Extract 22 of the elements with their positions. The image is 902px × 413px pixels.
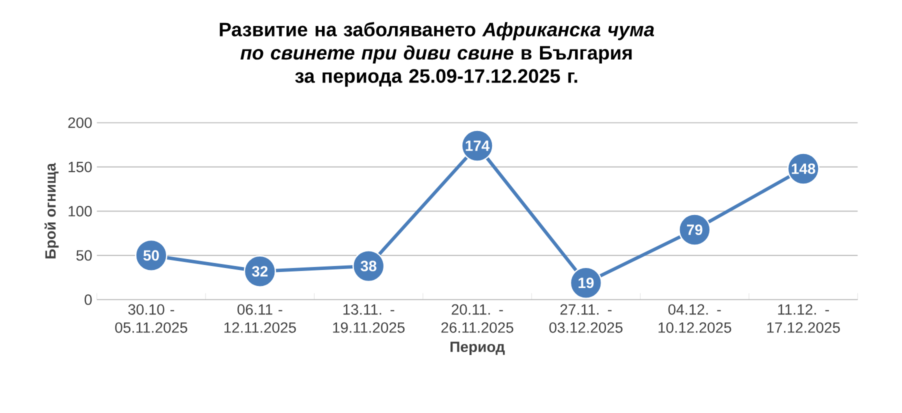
data-label: 50 (143, 250, 159, 261)
y-axis-title: Брой огнища (44, 163, 59, 259)
x-tick-label: 27.11. - 03.12.2025 (549, 304, 622, 333)
data-label: 19 (578, 278, 594, 288)
x-tick-label: 04.12. - 10.12.2025 (658, 304, 732, 333)
data-label: 174 (466, 140, 490, 151)
y-tick-label: 150 (68, 162, 92, 172)
y-tick-label: 100 (68, 206, 92, 217)
x-axis-title: Период (450, 342, 505, 356)
chart-subtitle: за периода 25.09-17.12.2025 г. (295, 69, 578, 87)
y-tick-label: 50 (76, 250, 92, 261)
data-label: 38 (360, 260, 376, 272)
x-tick-label: 30.10 - 05.11.2025 (115, 304, 188, 333)
x-tick-label: 20.11. - 26.11.2025 (441, 304, 514, 333)
y-tick-label: 0 (84, 294, 92, 306)
x-tick-label: 11.12. - 17.12.2025 (767, 304, 840, 333)
x-tick-label: 06.11 - 12.11.2025 (224, 304, 296, 333)
y-tick-label: 200 (68, 118, 92, 128)
data-label: 148 (792, 164, 816, 174)
x-tick-label: 13.11. - 19.11.2025 (333, 304, 405, 333)
data-label: 79 (687, 224, 702, 236)
data-label: 32 (252, 266, 268, 277)
